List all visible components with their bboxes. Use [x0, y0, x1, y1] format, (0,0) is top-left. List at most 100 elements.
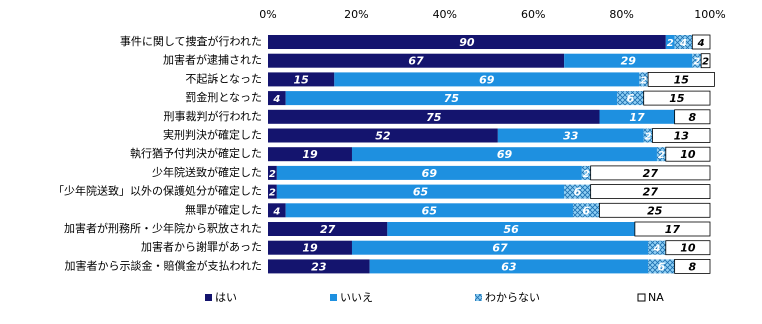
bar-segment — [497, 128, 644, 143]
x-tick-label: 40% — [433, 8, 457, 21]
data-label: 65 — [413, 186, 429, 199]
bar-segment — [276, 165, 582, 180]
category-label: 加害者が逮捕された — [163, 53, 262, 67]
data-label: 2 — [693, 57, 700, 68]
bar-segment — [564, 184, 591, 199]
data-label: 2 — [702, 57, 709, 68]
data-label: 27 — [643, 186, 659, 199]
bar-segment — [564, 53, 693, 68]
bar-segment — [643, 128, 653, 143]
legend-label: いいえ — [340, 291, 373, 304]
bar-segment — [369, 259, 649, 274]
data-label: 69 — [479, 73, 495, 86]
bar-segment — [268, 165, 277, 180]
data-label: 2 — [269, 188, 276, 199]
data-label: 2 — [583, 169, 590, 180]
bar-segment — [634, 221, 711, 237]
legend-label: はい — [215, 291, 237, 304]
bar-segment — [656, 147, 666, 162]
bar-segment — [643, 90, 711, 106]
bar-segment — [590, 165, 711, 181]
bar-segment — [648, 259, 675, 274]
bar-segment — [599, 202, 711, 218]
data-label: 8 — [688, 260, 696, 273]
data-label: 17 — [665, 223, 681, 236]
bar-segment — [268, 72, 335, 87]
bar-segment — [334, 72, 640, 87]
data-label: 75 — [426, 111, 442, 124]
data-label: 6 — [658, 260, 666, 273]
data-label: 69 — [497, 148, 513, 161]
bar-segment — [268, 184, 277, 199]
category-label: 実刑判決が確定した — [163, 128, 262, 142]
data-label: 4 — [272, 206, 280, 217]
x-tick-label: 0% — [259, 8, 276, 21]
category-label: 加害者から謝罪があった — [141, 240, 262, 254]
data-label: 4 — [272, 94, 280, 105]
data-label: 2 — [658, 150, 665, 161]
category-label: 不起訴となった — [185, 71, 262, 85]
data-label: 8 — [688, 111, 696, 124]
bar-segment — [572, 203, 600, 218]
data-label: 15 — [674, 73, 690, 86]
data-label: 6 — [627, 92, 635, 105]
legend-marker — [330, 294, 337, 301]
bar-segment — [599, 109, 675, 124]
bar-segment — [351, 240, 649, 255]
data-label: 29 — [621, 55, 637, 68]
data-label: 17 — [629, 111, 645, 124]
bar-segment — [285, 91, 618, 106]
data-label: 4 — [652, 244, 660, 255]
category-label: 罰金刑となった — [185, 90, 262, 104]
bar-segment — [268, 203, 286, 218]
data-label: 2 — [640, 75, 647, 86]
bar-segment — [268, 222, 388, 236]
category-label: 少年院送致が確定した — [152, 165, 262, 179]
bar-segment — [268, 147, 352, 162]
x-tick-label: 100% — [694, 8, 725, 21]
legend-marker — [637, 293, 646, 302]
bar-segment — [648, 240, 666, 255]
bar-segment — [665, 240, 711, 256]
data-label: 6 — [574, 186, 582, 199]
data-label: 19 — [302, 242, 318, 255]
data-label: 2 — [269, 169, 276, 180]
bar-segment — [268, 53, 565, 68]
bar-segment — [674, 109, 711, 125]
data-label: 23 — [311, 260, 327, 273]
data-label: 2 — [645, 132, 652, 143]
bar-segment — [268, 109, 600, 124]
data-label: 10 — [680, 148, 696, 161]
data-label: 4 — [679, 38, 687, 49]
x-tick-label: 80% — [609, 8, 633, 21]
data-label: 13 — [674, 130, 690, 143]
data-label: 15 — [293, 73, 309, 86]
category-label: 刑事裁判が行われた — [164, 109, 262, 123]
data-label: 52 — [375, 130, 391, 143]
data-label: 4 — [697, 38, 705, 49]
data-label: 10 — [680, 242, 696, 255]
data-label: 15 — [669, 92, 685, 105]
bar-segment — [674, 35, 693, 49]
bar-segment — [665, 35, 675, 49]
data-label: 69 — [422, 167, 438, 180]
x-tick-label: 60% — [521, 8, 545, 21]
data-label: 27 — [320, 223, 336, 236]
bar-segment — [268, 259, 370, 274]
data-label: 75 — [444, 92, 460, 105]
data-label: 56 — [503, 223, 519, 236]
data-label: 27 — [643, 167, 659, 180]
data-label: 90 — [459, 36, 475, 49]
category-label: 加害者から示談金・賠償金が支払われた — [65, 258, 262, 272]
legend-label: わからない — [485, 291, 540, 304]
bar-segment — [268, 91, 286, 106]
bar-segment — [351, 147, 657, 162]
data-label: 6 — [582, 204, 590, 217]
bar-segment — [285, 203, 573, 218]
bar-segment — [691, 34, 711, 50]
bar-segment — [581, 165, 591, 180]
category-label: 「少年院送致」以外の保護処分が確定した — [53, 184, 262, 198]
bar-segment — [639, 72, 649, 87]
data-label: 63 — [501, 260, 517, 273]
